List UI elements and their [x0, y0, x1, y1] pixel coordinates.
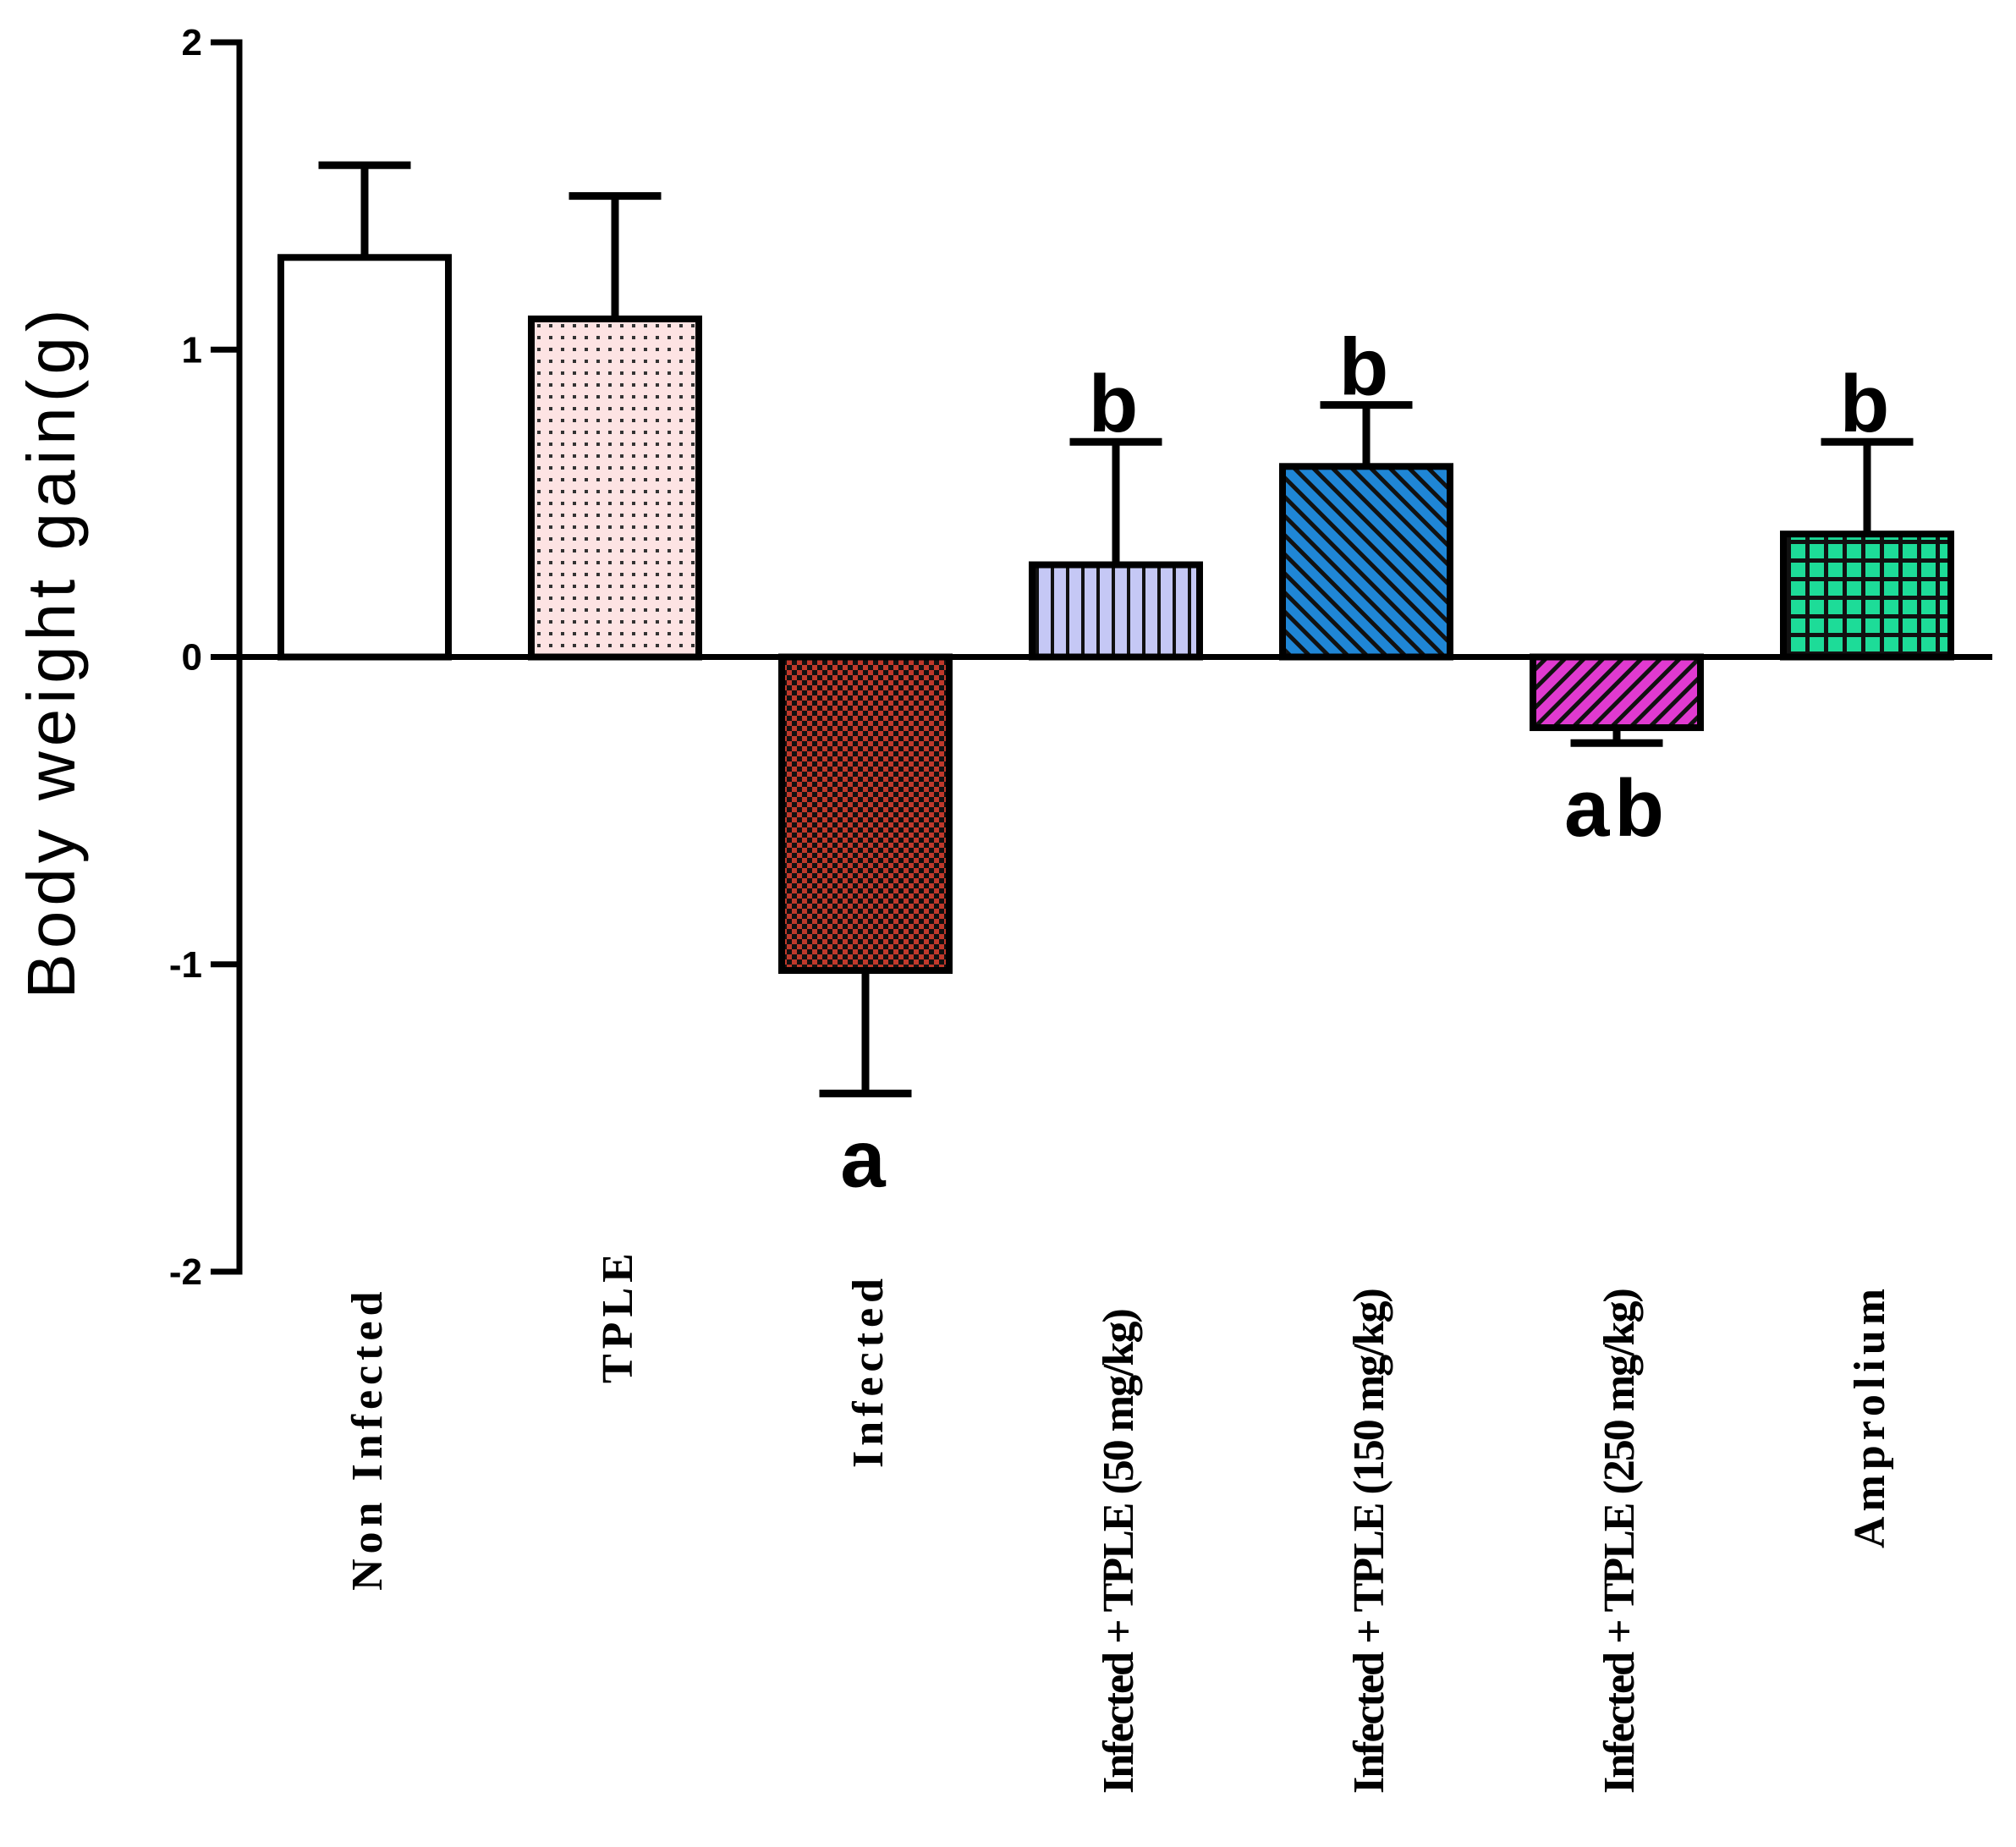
category-label: Amprolium	[1846, 1284, 1894, 1548]
significance-label: b	[1339, 322, 1394, 413]
bar	[277, 254, 452, 661]
category-label: Infected + TPLE (150 mg/kg)	[1345, 1289, 1393, 1794]
y-axis-label: Body weight gain(g)	[14, 304, 89, 998]
significance-label: b	[1089, 359, 1144, 449]
y-tick-label: -2	[169, 1251, 202, 1293]
y-tick-label: 2	[182, 22, 202, 63]
category-label: Infected + TPLE (50 mg/kg)	[1095, 1310, 1143, 1794]
bar	[1029, 561, 1203, 661]
category-label: Infected + TPLE (250 mg/kg)	[1596, 1289, 1644, 1794]
y-tick-label: 0	[182, 637, 202, 679]
bar	[1780, 530, 1954, 661]
category-label: Infected	[844, 1273, 893, 1468]
significance-label: ab	[1564, 763, 1669, 854]
bar	[1530, 653, 1704, 732]
category-label: Non Infected	[343, 1287, 392, 1591]
y-tick-label: -1	[169, 944, 202, 986]
bar	[1279, 463, 1453, 661]
significance-label: b	[1840, 359, 1895, 449]
bar	[778, 653, 953, 975]
y-tick-label: 1	[182, 329, 202, 371]
bar	[528, 315, 702, 661]
category-label: TPLE	[594, 1248, 642, 1383]
significance-label: a	[840, 1113, 890, 1204]
